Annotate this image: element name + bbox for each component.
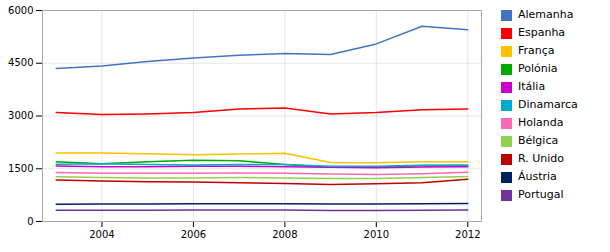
html-text:Polónia: Polónia	[518, 62, 558, 75]
html-text:Portugal: Portugal	[518, 188, 564, 201]
html-text:Itália: Itália	[518, 80, 546, 93]
html-text:Alemanha: Alemanha	[518, 8, 574, 21]
html-text:Dinamarca: Dinamarca	[518, 98, 578, 111]
svg-text:1500: 1500	[8, 163, 33, 174]
html-text:Áustria: Áustria	[518, 170, 557, 183]
svg-text:4500: 4500	[8, 57, 33, 68]
svg-text:0: 0	[27, 216, 33, 227]
svg-text:2012: 2012	[455, 229, 480, 240]
html-text:R. Unido: R. Unido	[518, 152, 564, 165]
html-text:França: França	[518, 44, 555, 57]
svg-text:2008: 2008	[272, 229, 297, 240]
html-text:Bélgica: Bélgica	[518, 134, 559, 147]
svg-text:2006: 2006	[181, 229, 206, 240]
svg-text:6000: 6000	[8, 5, 33, 16]
svg-text:2004: 2004	[89, 229, 114, 240]
html-text:Espanha: Espanha	[518, 26, 566, 39]
html-text:Holanda: Holanda	[518, 116, 564, 129]
svg-text:3000: 3000	[8, 110, 33, 121]
svg-text:2010: 2010	[364, 229, 389, 240]
